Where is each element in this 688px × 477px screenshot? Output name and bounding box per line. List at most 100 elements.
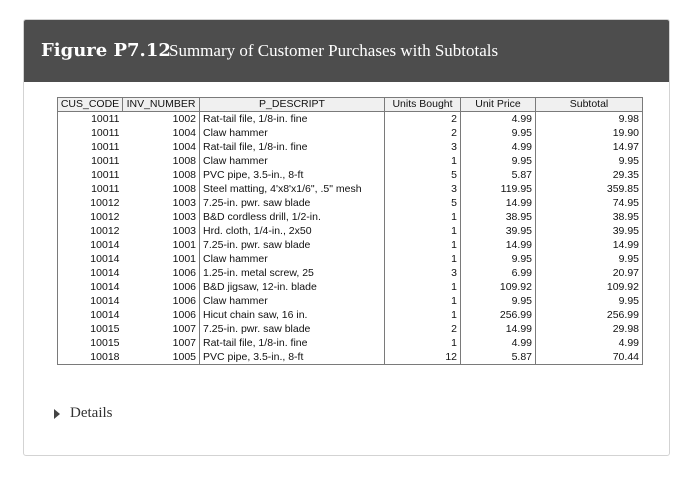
unit-price-cell: 109.92: [460, 280, 536, 294]
inv-number-cell: 1005: [122, 350, 200, 365]
units-bought-cell: 12: [384, 350, 461, 365]
cus-code-cell: 10014: [57, 280, 123, 294]
inv-number-cell: 1001: [172, 253, 196, 265]
subtotal-cell: 70.44: [535, 350, 643, 365]
description-cell: Rat-tail file, 1/8-in. fine: [199, 336, 385, 350]
unit-price-cell: 5.87: [460, 168, 536, 182]
units-bought-cell: 1: [384, 308, 461, 322]
inv-number-cell: 1008: [172, 169, 196, 181]
inv-number-cell: 1002: [172, 113, 196, 125]
units-bought-cell: 1: [384, 238, 461, 252]
details-toggle[interactable]: Details: [54, 405, 113, 422]
unit-price-cell: 4.99: [460, 111, 536, 126]
inv-number-cell: 1006: [172, 267, 196, 279]
units-bought-cell: 1: [384, 154, 461, 168]
cus-code-cell: 10011: [57, 140, 123, 154]
description-cell: B&D jigsaw, 12-in. blade: [199, 280, 385, 294]
column-header-cus-code: CUS_CODE: [57, 97, 123, 112]
column-header-subtotal: Subtotal: [535, 97, 643, 112]
units-bought-cell: 1: [384, 336, 461, 350]
cus-code-cell: 10014: [57, 308, 123, 322]
table-row: 10011 1004 Rat-tail file, 1/8-in. fine 3 4.9…: [57, 140, 643, 154]
unit-price-cell: 4.99: [460, 336, 536, 350]
inv-number-cell: 1007: [172, 323, 196, 335]
unit-price-cell: 14.99: [460, 196, 536, 210]
description-cell: 7.25-in. pwr. saw blade: [199, 196, 385, 210]
description-cell: 7.25-in. pwr. saw blade: [199, 322, 385, 336]
cus-code-cell: 10011: [57, 182, 123, 196]
units-bought-cell: 1: [384, 224, 461, 238]
cus-code-cell: 10015: [57, 322, 123, 336]
figure-number: Figure P7.12: [41, 40, 171, 61]
table-row: 10011 1008 Claw hammer 1 9.95 9.95: [57, 154, 643, 168]
cus-code-cell: 10014: [57, 294, 123, 308]
table-row: 10014 1006 Hicut chain saw, 16 in. 1 256.99 2…: [57, 308, 643, 322]
cus-code-cell: 10012: [57, 210, 123, 224]
subtotal-cell: 19.90: [535, 126, 643, 140]
unit-price-cell: 14.99: [460, 238, 536, 252]
figure-header: Figure P7.12 Summary of Customer Purchas…: [24, 20, 669, 82]
subtotal-cell: 359.85: [535, 182, 643, 196]
units-bought-cell: 3: [384, 182, 461, 196]
subtotal-cell: 14.99: [535, 238, 643, 252]
inv-number-cell: 1007: [172, 337, 196, 349]
units-bought-cell: 2: [384, 322, 461, 336]
caret-right-icon: [54, 408, 60, 419]
subtotal-cell: 29.35: [535, 168, 643, 182]
inv-number-cell: 1008: [172, 183, 196, 195]
inv-number-cell: 1006: [172, 309, 196, 321]
column-header-inv-number: INV_NUMBER: [122, 97, 200, 112]
table-row: 10015 1007 7.25-in. pwr. saw blade 2 14.99 29…: [57, 322, 643, 336]
subtotal-cell: 14.97: [535, 140, 643, 154]
cus-code-cell: 10011: [57, 111, 123, 126]
inv-number-cell: 1003: [172, 211, 196, 223]
description-cell: Rat-tail file, 1/8-in. fine: [199, 111, 385, 126]
table-row: 10014 1006 Claw hammer 1 9.95 9.95: [57, 294, 643, 308]
inv-number-cell: 1008: [172, 155, 196, 167]
units-bought-cell: 1: [384, 280, 461, 294]
table-row: 10014 1006 1.25-in. metal screw, 25 3 6.99 20…: [57, 266, 643, 280]
units-bought-cell: 1: [384, 210, 461, 224]
description-cell: Steel matting, 4'x8'x1/6", .5" mesh: [199, 182, 385, 196]
units-bought-cell: 1: [384, 294, 461, 308]
subtotal-cell: 39.95: [535, 224, 643, 238]
subtotal-cell: 29.98: [535, 322, 643, 336]
figure-title: Summary of Customer Purchases with Subto…: [169, 41, 499, 60]
unit-price-cell: 14.99: [460, 322, 536, 336]
cus-code-cell: 10015: [57, 336, 123, 350]
subtotal-cell: 9.95: [535, 294, 643, 308]
inv-number-cell: 1004: [172, 141, 196, 153]
unit-price-cell: 9.95: [460, 294, 536, 308]
figure-card: Figure P7.12 Summary of Customer Purchas…: [23, 19, 670, 456]
cus-code-cell: 10011: [57, 126, 123, 140]
unit-price-cell: 9.95: [460, 154, 536, 168]
table-row: 10011 1008 PVC pipe, 3.5-in., 8-ft 5 5.87 29.…: [57, 168, 643, 182]
cus-code-cell: 10012: [57, 196, 123, 210]
description-cell: Claw hammer: [199, 126, 385, 140]
unit-price-cell: 119.95: [460, 182, 536, 196]
description-cell: 7.25-in. pwr. saw blade: [199, 238, 385, 252]
table-row: 10012 1003 7.25-in. pwr. saw blade 5 14.99 74…: [57, 196, 643, 210]
subtotal-cell: 38.95: [535, 210, 643, 224]
subtotal-cell: 74.95: [535, 196, 643, 210]
inv-number-cell: 1006: [172, 281, 196, 293]
description-cell: 1.25-in. metal screw, 25: [199, 266, 385, 280]
units-bought-cell: 1: [384, 252, 461, 266]
column-header-unit-price: Unit Price: [460, 97, 536, 112]
inv-number-cell: 1004: [172, 127, 196, 139]
unit-price-cell: 5.87: [460, 350, 536, 365]
description-cell: PVC pipe, 3.5-in., 8-ft: [199, 350, 385, 365]
cus-code-cell: 10011: [57, 168, 123, 182]
description-cell: PVC pipe, 3.5-in., 8-ft: [199, 168, 385, 182]
figure-table-container: CUS_CODE INV_NUMBER P_DESCRIPT Units Bou…: [57, 97, 643, 365]
subtotal-cell: 9.95: [535, 154, 643, 168]
table-row: 10011 1002 Rat-tail file, 1/8-in. fine 2 4.9…: [57, 111, 643, 126]
description-cell: Rat-tail file, 1/8-in. fine: [199, 140, 385, 154]
units-bought-cell: 2: [384, 126, 461, 140]
units-bought-cell: 2: [384, 111, 461, 126]
table-row: 10011 1004 Claw hammer 2 9.95 19.90: [57, 126, 643, 140]
units-bought-cell: 5: [384, 168, 461, 182]
description-cell: B&D cordless drill, 1/2-in.: [199, 210, 385, 224]
unit-price-cell: 38.95: [460, 210, 536, 224]
unit-price-cell: 256.99: [460, 308, 536, 322]
